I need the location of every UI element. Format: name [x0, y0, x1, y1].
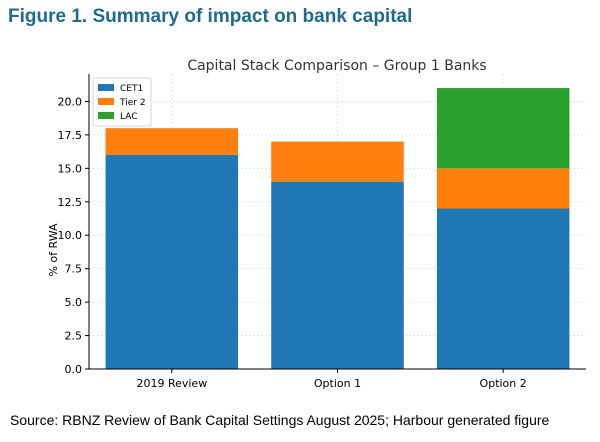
bar-tier-2 [105, 128, 239, 155]
y-tick-label: 5.0 [65, 296, 83, 309]
x-tick-labels: 2019 Review Option 1 Option 2 [136, 377, 526, 390]
y-tick-label: 12.5 [58, 196, 83, 209]
legend-swatch [98, 112, 114, 119]
y-tick-label: 20.0 [58, 95, 83, 108]
bar-tier-2 [436, 168, 570, 209]
bars [105, 88, 570, 369]
legend-label: LAC [120, 112, 138, 122]
bar-cet1 [105, 154, 239, 369]
bar-cet1 [271, 181, 404, 369]
y-tick-label: 0.0 [65, 363, 83, 376]
y-tick-label: 10.0 [58, 229, 83, 242]
bar-cet1 [436, 208, 570, 369]
axes [85, 74, 586, 373]
source-note: Source: RBNZ Review of Bank Capital Sett… [10, 412, 550, 428]
stacked-bar-chart: Capital Stack Comparison – Group 1 Banks… [47, 58, 586, 390]
legend-swatch [98, 98, 114, 105]
y-tick-label: 7.5 [65, 263, 83, 276]
bar-tier-2 [271, 141, 404, 182]
chart-title: Capital Stack Comparison – Group 1 Banks [187, 58, 486, 74]
y-tick-label: 17.5 [58, 129, 83, 142]
legend-swatch [98, 84, 114, 91]
x-tick-label: Option 1 [314, 377, 361, 390]
y-tick-labels: 0.0 2.5 5.0 7.5 10.0 12.5 15.0 17.5 20.0 [58, 95, 83, 376]
x-tick-label: Option 2 [480, 377, 527, 390]
legend-label: Tier 2 [119, 98, 146, 108]
y-tick-label: 15.0 [58, 162, 83, 175]
legend-label: CET1 [120, 84, 143, 94]
bar-lac [436, 88, 570, 169]
legend: CET1 Tier 2 LAC [92, 77, 152, 127]
y-axis-label: % of RWA [47, 223, 60, 277]
figure-title: Figure 1. Summary of impact on bank capi… [8, 6, 413, 27]
y-tick-label: 2.5 [65, 330, 83, 343]
x-tick-label: 2019 Review [136, 377, 207, 390]
